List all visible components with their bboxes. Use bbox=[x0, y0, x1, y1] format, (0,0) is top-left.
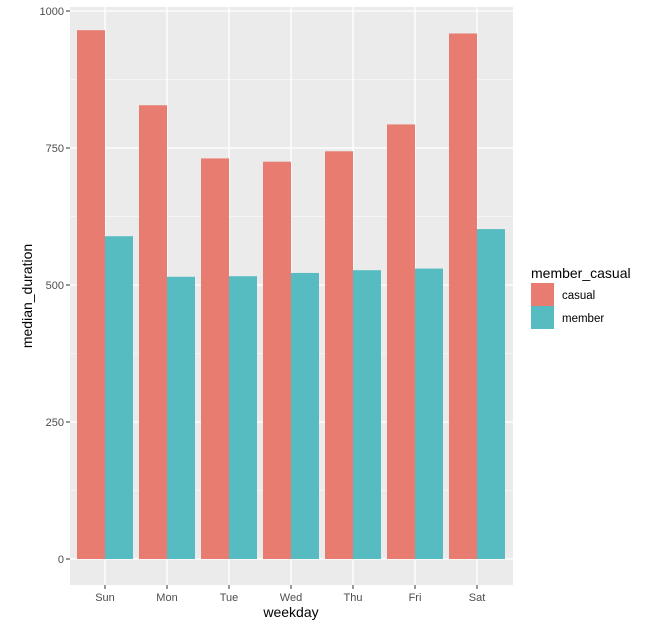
bar-member-tue bbox=[229, 276, 257, 559]
legend-label-casual: casual bbox=[562, 290, 595, 302]
x-tick-label: Tue bbox=[220, 592, 239, 604]
bar-casual-thu bbox=[325, 151, 353, 559]
bar-casual-fri bbox=[387, 124, 415, 559]
y-tick-label: 0 bbox=[58, 554, 64, 566]
legend-title: member_casual bbox=[531, 265, 631, 281]
y-tick-label: 1000 bbox=[40, 6, 64, 18]
bar-casual-sun bbox=[77, 30, 105, 560]
y-axis: 0 250 500 750 1000 bbox=[40, 6, 70, 566]
x-axis-title: weekday bbox=[262, 604, 318, 620]
y-axis-title: median_duration bbox=[19, 244, 35, 348]
bars bbox=[77, 30, 505, 560]
legend-key-member bbox=[531, 306, 554, 329]
legend-label-member: member bbox=[562, 313, 604, 325]
x-tick-label: Thu bbox=[344, 592, 363, 604]
x-axis: Sun Mon Tue Wed Thu Fri Sat bbox=[95, 585, 485, 604]
x-tick-label: Wed bbox=[280, 592, 302, 604]
bar-member-thu bbox=[353, 270, 381, 559]
bar-member-mon bbox=[167, 276, 195, 559]
legend: member_casual casual member bbox=[531, 265, 631, 329]
bar-member-fri bbox=[415, 268, 443, 559]
y-tick-label: 500 bbox=[46, 280, 64, 292]
bar-casual-wed bbox=[263, 161, 291, 559]
legend-key-casual bbox=[531, 283, 554, 306]
bar-casual-sat bbox=[449, 33, 477, 559]
x-tick-label: Sun bbox=[95, 592, 115, 604]
y-tick-label: 750 bbox=[46, 143, 64, 155]
bar-member-sat bbox=[477, 229, 505, 559]
x-tick-label: Sat bbox=[469, 592, 486, 604]
y-tick-label: 250 bbox=[46, 417, 64, 429]
bar-casual-tue bbox=[201, 158, 229, 560]
bar-member-sun bbox=[105, 236, 133, 559]
bar-member-wed bbox=[291, 272, 319, 559]
bar-casual-mon bbox=[139, 105, 167, 560]
x-tick-label: Mon bbox=[156, 592, 177, 604]
x-tick-label: Fri bbox=[409, 592, 422, 604]
